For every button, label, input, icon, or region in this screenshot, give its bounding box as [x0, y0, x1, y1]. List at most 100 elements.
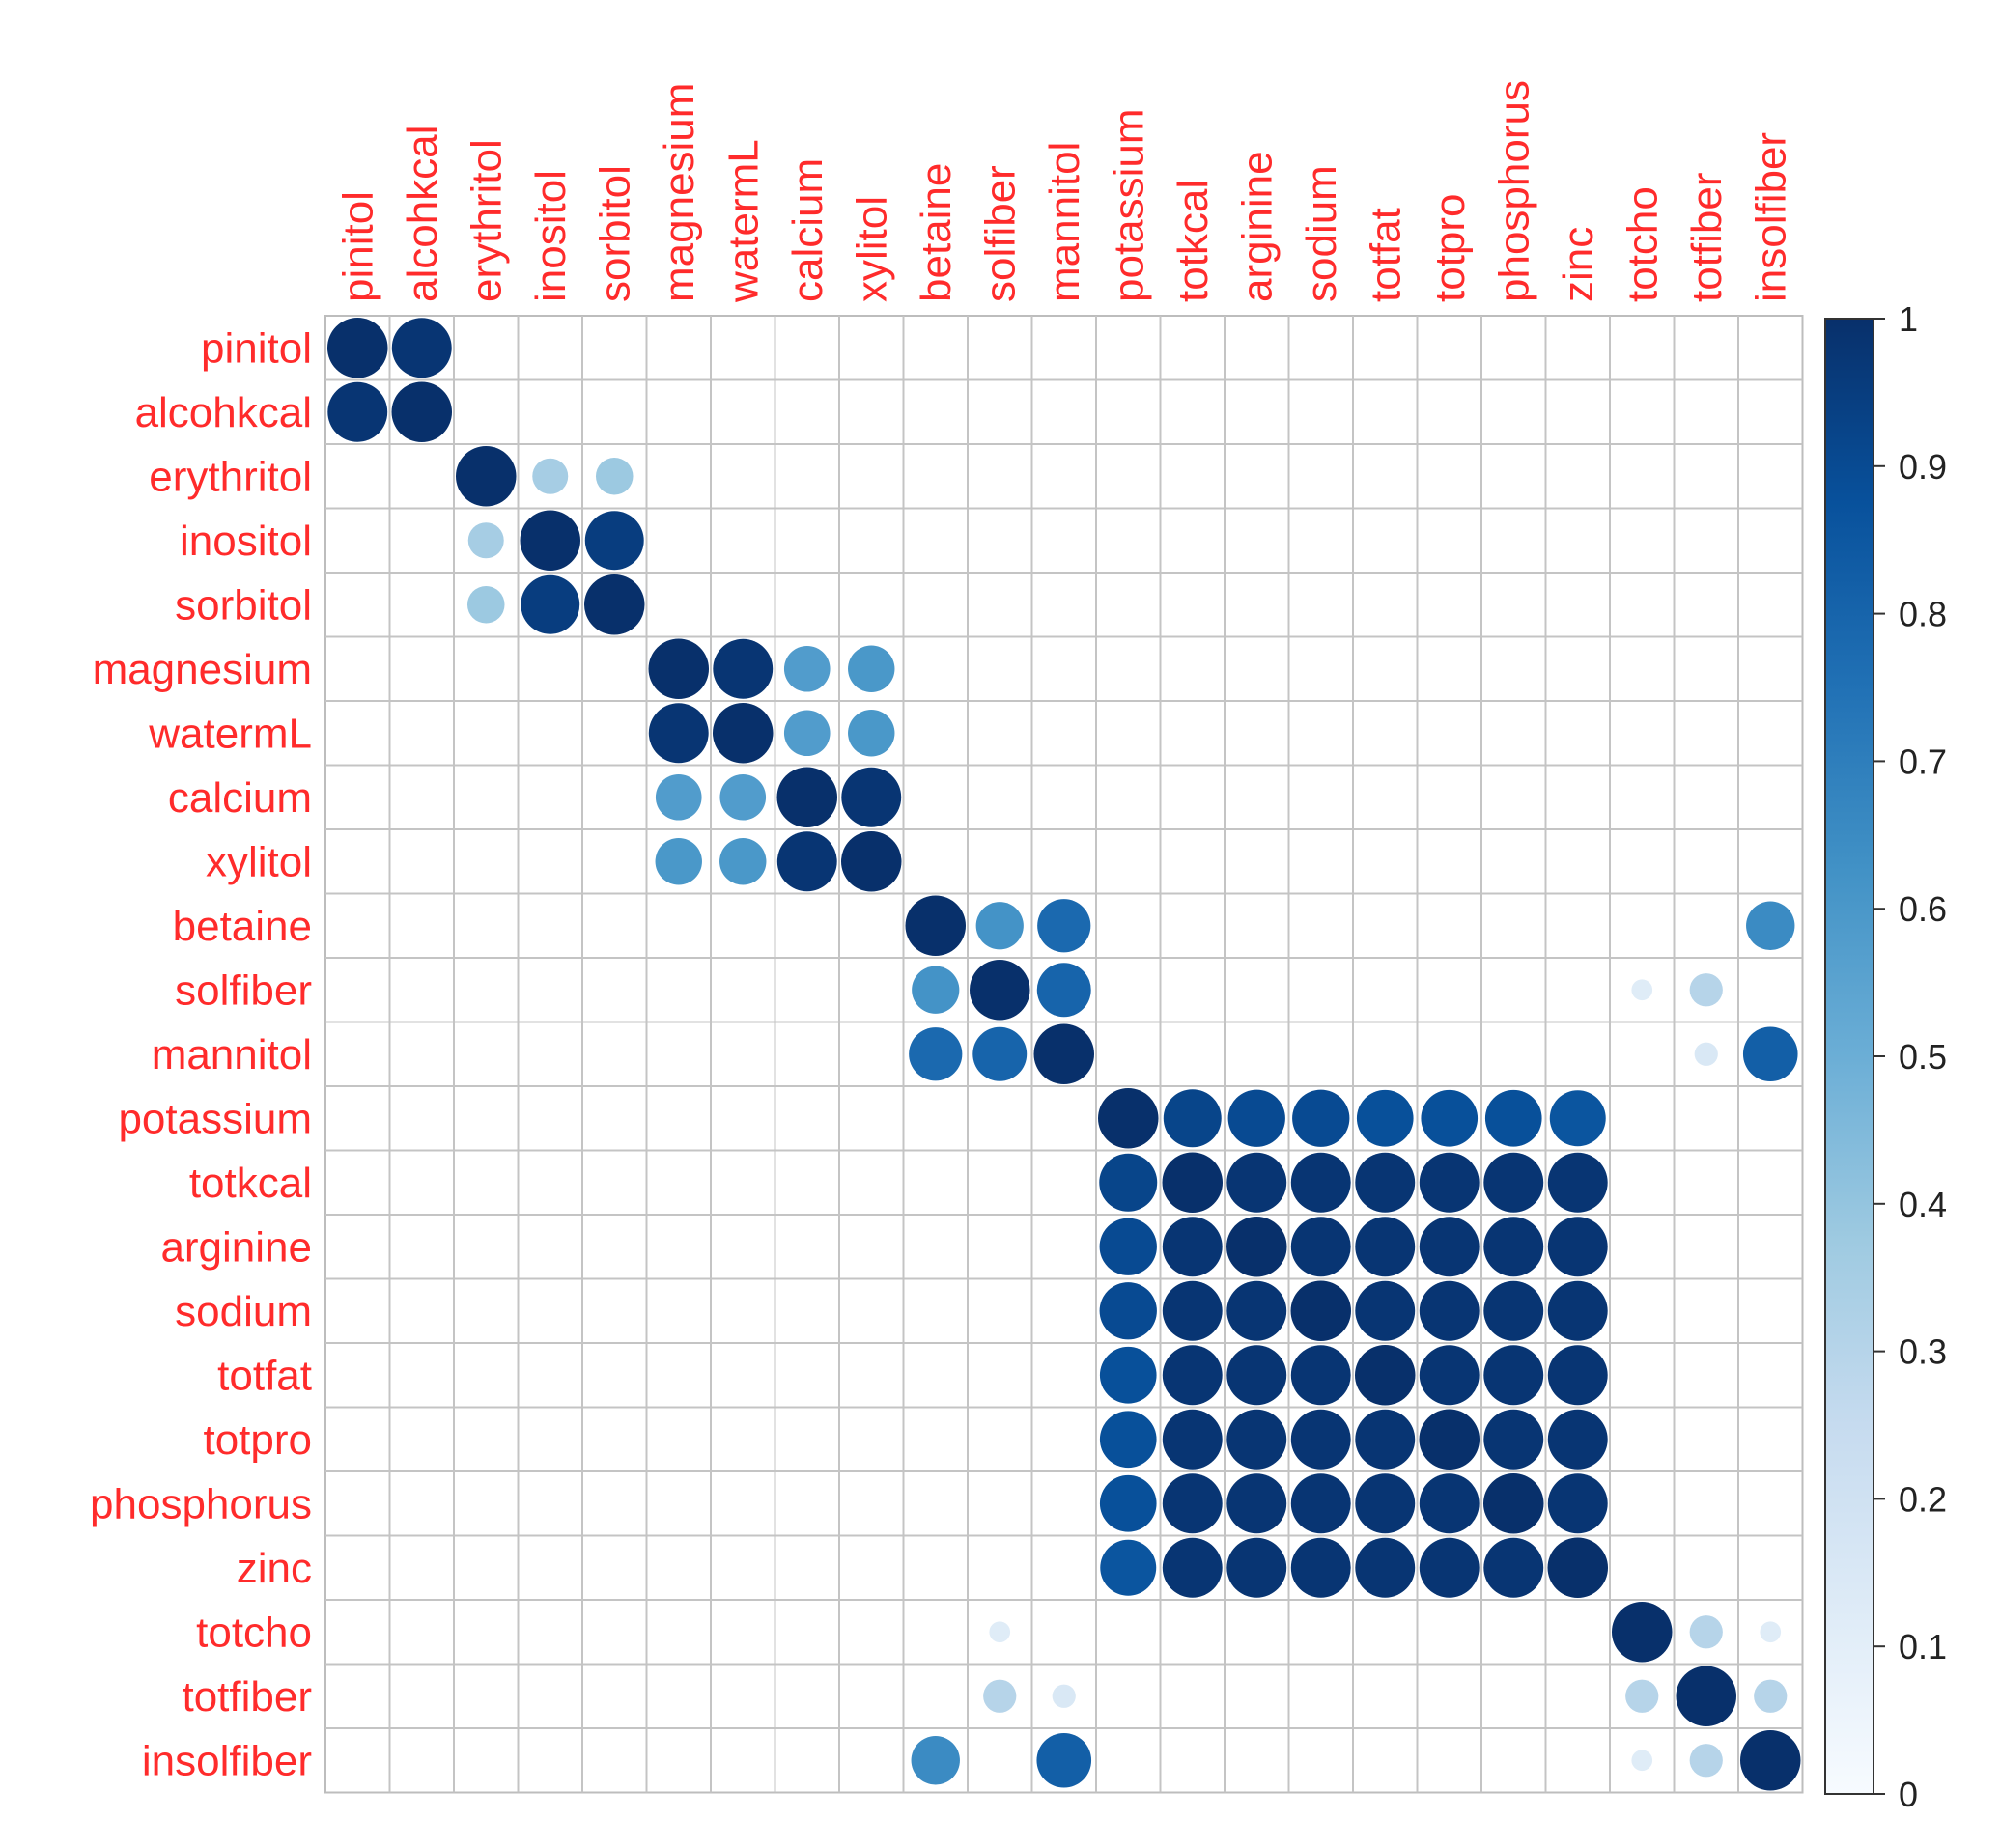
correlation-circle-watermL-xylitol: [848, 710, 895, 757]
correlation-circle-phosphorus-sodium: [1290, 1473, 1351, 1534]
correlation-circle-erythritol-inositol: [532, 458, 569, 494]
column-label-watermL: watermL: [719, 139, 767, 303]
correlation-circle-phosphorus-totpro: [1419, 1473, 1480, 1534]
column-label-totfat: totfat: [1362, 208, 1409, 302]
correlation-circle-totkcal-totfat: [1355, 1152, 1416, 1213]
row-label-potassium: potassium: [118, 1095, 312, 1142]
correlation-circle-arginine-arginine: [1226, 1217, 1287, 1277]
correlation-circle-betaine-solfiber: [975, 902, 1024, 950]
correlation-circle-totcho-totfiber: [1689, 1615, 1723, 1649]
correlation-circle-totcho-totcho: [1612, 1602, 1673, 1663]
row-label-inositol: inositol: [180, 518, 312, 565]
column-label-betaine: betaine: [913, 163, 960, 302]
row-label-betaine: betaine: [173, 903, 312, 950]
correlation-circle-totfiber-solfiber: [983, 1679, 1017, 1713]
correlation-circle-totpro-totfat: [1355, 1409, 1416, 1470]
correlation-circle-totfiber-totfiber: [1676, 1666, 1736, 1726]
correlation-circle-inositol-erythritol: [467, 522, 504, 559]
colorbar: 1 0.9 0.8 0.7 0.6 0.5 0.4 0.3 0.2 0.1 0: [1824, 299, 1947, 1814]
correlation-circle-totkcal-totpro: [1419, 1152, 1480, 1213]
row-label-totkcal: totkcal: [189, 1160, 312, 1207]
correlation-circle-sodium-totpro: [1419, 1280, 1480, 1341]
row-label-phosphorus: phosphorus: [90, 1480, 312, 1527]
correlation-circle-arginine-sodium: [1290, 1217, 1351, 1277]
correlation-circle-pinitol-pinitol: [327, 318, 388, 378]
correlation-circle-betaine-insolfiber: [1746, 901, 1795, 950]
colorbar-tick-label: 0.8: [1899, 595, 1947, 634]
correlation-circle-totfiber-insolfiber: [1754, 1679, 1788, 1713]
colorbar-tick-label: 0.3: [1899, 1332, 1947, 1372]
row-label-totfat: totfat: [217, 1352, 312, 1399]
correlation-circle-phosphorus-arginine: [1226, 1473, 1287, 1534]
colorbar-tick-label: 0.4: [1899, 1185, 1947, 1224]
correlation-circle-totfat-totfat: [1355, 1345, 1416, 1406]
correlation-circle-totcho-solfiber: [989, 1621, 1011, 1643]
correlation-circle-magnesium-xylitol: [848, 645, 895, 692]
column-label-potassium: potassium: [1105, 108, 1152, 302]
row-label-totpro: totpro: [203, 1416, 312, 1464]
correlation-circle-erythritol-sorbitol: [595, 457, 634, 495]
correlation-circle-totkcal-zinc: [1547, 1152, 1608, 1213]
correlation-circle-solfiber-totcho: [1631, 979, 1653, 1001]
correlation-circle-mannitol-betaine: [909, 1027, 963, 1081]
column-label-insolfiber: insolfiber: [1747, 132, 1794, 302]
correlation-circle-xylitol-magnesium: [655, 838, 702, 885]
correlation-circle-calcium-magnesium: [655, 773, 702, 821]
column-label-arginine: arginine: [1233, 151, 1281, 302]
correlation-circle-sorbitol-sorbitol: [584, 574, 645, 635]
colorbar-tick-label: 0.1: [1899, 1627, 1947, 1666]
row-label-sodium: sodium: [175, 1288, 312, 1335]
column-label-phosphorus: phosphorus: [1490, 80, 1537, 302]
correlation-circle-potassium-totfat: [1356, 1089, 1414, 1147]
correlation-circle-zinc-totfat: [1355, 1537, 1416, 1598]
row-label-arginine: arginine: [160, 1223, 312, 1271]
correlation-circle-mannitol-solfiber: [972, 1026, 1028, 1081]
correlation-circle-totkcal-phosphorus: [1483, 1152, 1544, 1213]
correlation-circle-totfiber-mannitol: [1052, 1684, 1076, 1708]
correlation-circle-inositol-sorbitol: [584, 511, 644, 571]
correlation-circle-totpro-arginine: [1226, 1409, 1287, 1470]
colorbar-tick-label: 1: [1899, 299, 1918, 339]
row-label-erythritol: erythritol: [149, 453, 312, 500]
correlation-circle-totfat-totkcal: [1162, 1345, 1223, 1406]
correlation-circle-phosphorus-totkcal: [1162, 1473, 1223, 1534]
correlation-circle-potassium-totpro: [1421, 1089, 1479, 1147]
row-label-insolfiber: insolfiber: [142, 1737, 312, 1784]
correlation-circle-betaine-betaine: [905, 895, 966, 956]
colorbar-tick-label: 0.9: [1899, 447, 1947, 487]
correlation-circle-xylitol-calcium: [776, 831, 837, 892]
column-label-mannitol: mannitol: [1041, 142, 1088, 302]
correlation-circle-watermL-watermL: [713, 703, 774, 764]
correlation-circle-calcium-xylitol: [841, 767, 902, 827]
colorbar-tick-label: 0.2: [1899, 1479, 1947, 1519]
row-labels: pinitol alcohkcal erythritol inositol sorbit…: [90, 324, 312, 1784]
correlation-circle-zinc-phosphorus: [1483, 1537, 1544, 1598]
correlation-circle-mannitol-totfiber: [1694, 1042, 1718, 1066]
correlation-circle-totkcal-potassium: [1099, 1153, 1158, 1212]
correlation-circle-mannitol-insolfiber: [1742, 1026, 1798, 1082]
correlation-circle-totpro-totkcal: [1162, 1409, 1223, 1470]
correlation-circle-solfiber-solfiber: [970, 960, 1030, 1021]
colorbar-tick-label: 0: [1899, 1775, 1918, 1814]
row-label-totfiber: totfiber: [182, 1673, 312, 1721]
correlation-circle-calcium-watermL: [719, 773, 767, 821]
correlation-circle-arginine-phosphorus: [1483, 1217, 1544, 1277]
correlation-circle-zinc-potassium: [1100, 1539, 1157, 1596]
row-label-solfiber: solfiber: [175, 966, 312, 1014]
correlation-circle-phosphorus-zinc: [1547, 1473, 1608, 1534]
column-label-totpro: totpro: [1426, 193, 1474, 302]
correlation-circle-potassium-zinc: [1549, 1090, 1606, 1147]
correlation-circle-magnesium-watermL: [713, 638, 774, 699]
correlation-circle-arginine-totfat: [1355, 1217, 1416, 1277]
correlation-circle-insolfiber-totfiber: [1689, 1744, 1723, 1778]
correlation-circle-calcium-calcium: [776, 767, 837, 827]
column-label-erythritol: erythritol: [463, 139, 510, 302]
correlation-circle-sodium-zinc: [1547, 1280, 1608, 1341]
correlation-circle-mannitol-mannitol: [1033, 1023, 1094, 1084]
correlation-circle-zinc-sodium: [1290, 1537, 1351, 1598]
correlation-circle-sodium-potassium: [1099, 1282, 1157, 1340]
correlation-circle-potassium-sodium: [1292, 1089, 1350, 1147]
correlation-circle-insolfiber-mannitol: [1036, 1732, 1092, 1788]
